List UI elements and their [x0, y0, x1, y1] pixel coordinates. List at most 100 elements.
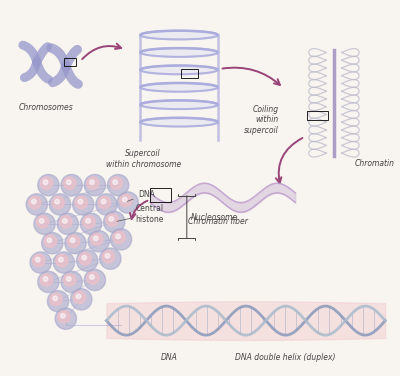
Circle shape — [108, 174, 129, 196]
Circle shape — [42, 232, 63, 254]
Circle shape — [60, 314, 65, 318]
Text: Central
histone: Central histone — [117, 205, 164, 224]
Bar — [307, 111, 328, 120]
Circle shape — [86, 218, 90, 223]
Bar — [181, 69, 198, 78]
Circle shape — [50, 293, 62, 305]
Circle shape — [83, 216, 95, 228]
Circle shape — [84, 269, 106, 291]
Circle shape — [106, 214, 118, 226]
Text: Chromatin: Chromatin — [354, 159, 394, 168]
Circle shape — [55, 308, 76, 329]
Circle shape — [117, 192, 138, 213]
Circle shape — [44, 235, 56, 247]
Circle shape — [65, 232, 86, 254]
Circle shape — [43, 180, 48, 185]
Circle shape — [100, 248, 121, 269]
Circle shape — [109, 217, 114, 221]
Text: DNA: DNA — [161, 353, 178, 362]
Circle shape — [75, 196, 88, 209]
Circle shape — [96, 194, 117, 215]
Circle shape — [40, 274, 53, 286]
Circle shape — [84, 174, 106, 196]
Circle shape — [47, 238, 52, 243]
Circle shape — [56, 255, 68, 267]
Circle shape — [34, 213, 55, 235]
Circle shape — [66, 180, 71, 185]
Text: Chromosomes: Chromosomes — [19, 103, 74, 112]
Circle shape — [73, 291, 86, 303]
Text: Coiling
within
supercoil: Coiling within supercoil — [244, 105, 279, 135]
Circle shape — [26, 194, 48, 215]
Circle shape — [53, 296, 58, 301]
Text: DNA: DNA — [126, 190, 155, 202]
Circle shape — [43, 277, 48, 281]
Circle shape — [90, 275, 94, 279]
Text: Nucleosome: Nucleosome — [191, 212, 238, 221]
Ellipse shape — [140, 100, 218, 109]
Ellipse shape — [140, 83, 218, 92]
Text: Chromatin fiber: Chromatin fiber — [188, 217, 248, 226]
Circle shape — [80, 213, 102, 235]
Ellipse shape — [140, 65, 218, 75]
Circle shape — [48, 291, 69, 312]
Circle shape — [67, 235, 80, 247]
Circle shape — [105, 253, 110, 258]
Ellipse shape — [140, 30, 218, 40]
Circle shape — [110, 229, 132, 250]
Circle shape — [36, 257, 40, 262]
Circle shape — [79, 253, 91, 265]
Circle shape — [52, 196, 64, 209]
Circle shape — [88, 230, 109, 252]
Circle shape — [61, 174, 82, 196]
Text: Supercoil
within chromosome: Supercoil within chromosome — [106, 149, 181, 169]
Circle shape — [87, 177, 99, 190]
Circle shape — [101, 199, 106, 204]
Circle shape — [38, 271, 59, 293]
Ellipse shape — [140, 48, 218, 57]
Circle shape — [29, 196, 41, 209]
Circle shape — [90, 180, 94, 185]
Circle shape — [110, 177, 122, 190]
Circle shape — [122, 197, 127, 202]
Circle shape — [36, 216, 49, 228]
Circle shape — [66, 277, 71, 281]
Circle shape — [104, 211, 125, 232]
Circle shape — [76, 250, 98, 271]
Circle shape — [76, 294, 81, 299]
Circle shape — [59, 257, 63, 262]
Circle shape — [102, 250, 114, 263]
Circle shape — [98, 196, 111, 209]
Circle shape — [53, 252, 74, 273]
Ellipse shape — [140, 117, 218, 127]
Circle shape — [94, 236, 98, 241]
Circle shape — [55, 199, 60, 204]
Circle shape — [70, 238, 75, 243]
Bar — [150, 188, 171, 202]
Circle shape — [78, 199, 83, 204]
Circle shape — [82, 255, 86, 260]
Circle shape — [87, 272, 99, 284]
Circle shape — [91, 233, 103, 246]
Circle shape — [57, 213, 78, 235]
Circle shape — [113, 231, 125, 244]
Circle shape — [30, 252, 51, 273]
Circle shape — [49, 194, 71, 215]
Circle shape — [32, 199, 36, 204]
Circle shape — [120, 194, 132, 207]
Circle shape — [58, 311, 70, 323]
Circle shape — [32, 255, 45, 267]
Circle shape — [72, 194, 94, 215]
Circle shape — [64, 177, 76, 190]
Circle shape — [64, 274, 76, 286]
Circle shape — [113, 180, 118, 185]
Circle shape — [60, 216, 72, 228]
Circle shape — [71, 289, 92, 310]
Circle shape — [39, 218, 44, 223]
Circle shape — [116, 234, 120, 239]
Circle shape — [38, 174, 59, 196]
Text: DNA double helix (duplex): DNA double helix (duplex) — [235, 353, 336, 362]
Circle shape — [40, 177, 53, 190]
Circle shape — [61, 271, 82, 293]
Circle shape — [62, 218, 67, 223]
